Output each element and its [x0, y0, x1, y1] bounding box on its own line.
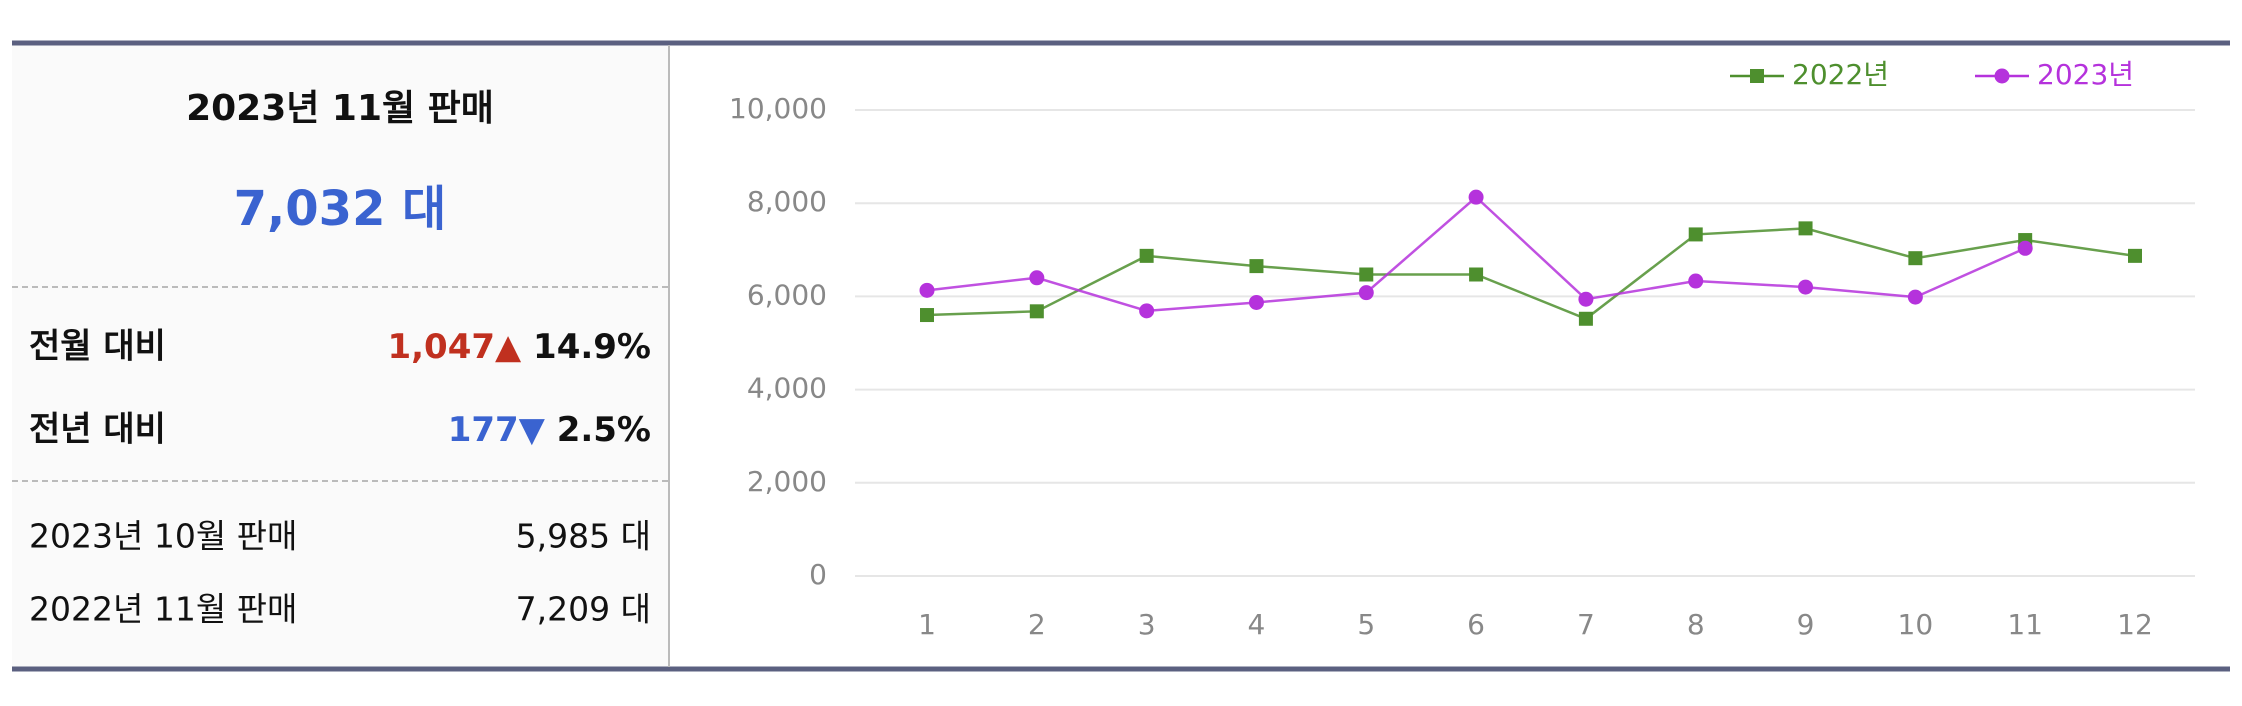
marker: [1469, 267, 1484, 282]
marker: [1798, 279, 1814, 295]
marker: [1029, 270, 1045, 286]
x-tick-label: 7: [1577, 608, 1595, 641]
marker: [1688, 273, 1704, 289]
series-line: [926, 195, 2026, 313]
summary-panel: [12, 43, 669, 669]
x-tick-label: 3: [1138, 608, 1156, 641]
marker: [1908, 251, 1923, 266]
x-tick-label: 2: [1028, 608, 1046, 641]
marker: [1249, 259, 1264, 274]
compare-value: 177▼ 2.5%: [448, 410, 651, 450]
compare-rate: 14.9%: [533, 327, 651, 367]
compare-diff: 1,047▲: [387, 327, 522, 367]
compare-value: 1,047▲ 14.9%: [387, 327, 651, 367]
x-tick-label: 9: [1797, 608, 1815, 641]
marker: [1798, 221, 1813, 236]
x-tick-label: 6: [1467, 608, 1485, 641]
marker: [2017, 240, 2033, 256]
marker: [1359, 267, 1374, 282]
y-tick-label: 2,000: [747, 465, 827, 498]
legend-marker: [1750, 69, 1764, 83]
x-tick-label: 4: [1248, 608, 1266, 641]
compare-label: 전년 대비: [29, 410, 166, 450]
row-label: 2022년 11월 판매: [29, 590, 297, 629]
series-line: [926, 227, 2136, 321]
marker: [1248, 294, 1264, 310]
x-tick-label: 10: [1898, 608, 1934, 641]
row-label: 2023년 10월 판매: [29, 517, 297, 556]
x-tick-label: 8: [1687, 608, 1705, 641]
x-tick-label: 11: [2007, 608, 2043, 641]
y-tick-label: 4,000: [747, 372, 827, 405]
legend-label: 2022년: [1792, 58, 1889, 91]
compare-rate: 2.5%: [557, 410, 651, 450]
marker: [1029, 304, 1044, 319]
legend-marker: [1994, 68, 2010, 84]
compare-label: 전월 대비: [29, 327, 166, 367]
summary-total: 7,032 대: [234, 181, 447, 237]
compare-diff: 177▼: [448, 410, 546, 450]
x-tick-label: 12: [2117, 608, 2153, 641]
y-tick-label: 8,000: [747, 185, 827, 218]
marker: [1578, 311, 1593, 326]
y-tick-label: 0: [809, 558, 827, 591]
marker: [1688, 227, 1703, 242]
y-tick-label: 10,000: [729, 92, 827, 125]
y-tick-label: 6,000: [747, 278, 827, 311]
marker: [1358, 285, 1374, 301]
marker: [1468, 189, 1484, 205]
marker: [2128, 248, 2142, 263]
marker: [920, 308, 934, 323]
marker: [919, 282, 935, 298]
marker: [1907, 289, 1923, 305]
legend-label: 2023년: [2037, 58, 2134, 91]
x-tick-label: 1: [918, 608, 936, 641]
x-tick-label: 5: [1357, 608, 1375, 641]
row-value: 7,209 대: [516, 590, 651, 629]
row-value: 5,985 대: [516, 517, 651, 556]
marker: [1139, 248, 1154, 263]
marker: [1578, 291, 1594, 307]
marker: [1139, 303, 1155, 319]
summary-title: 2023년 11월 판매: [186, 88, 494, 129]
